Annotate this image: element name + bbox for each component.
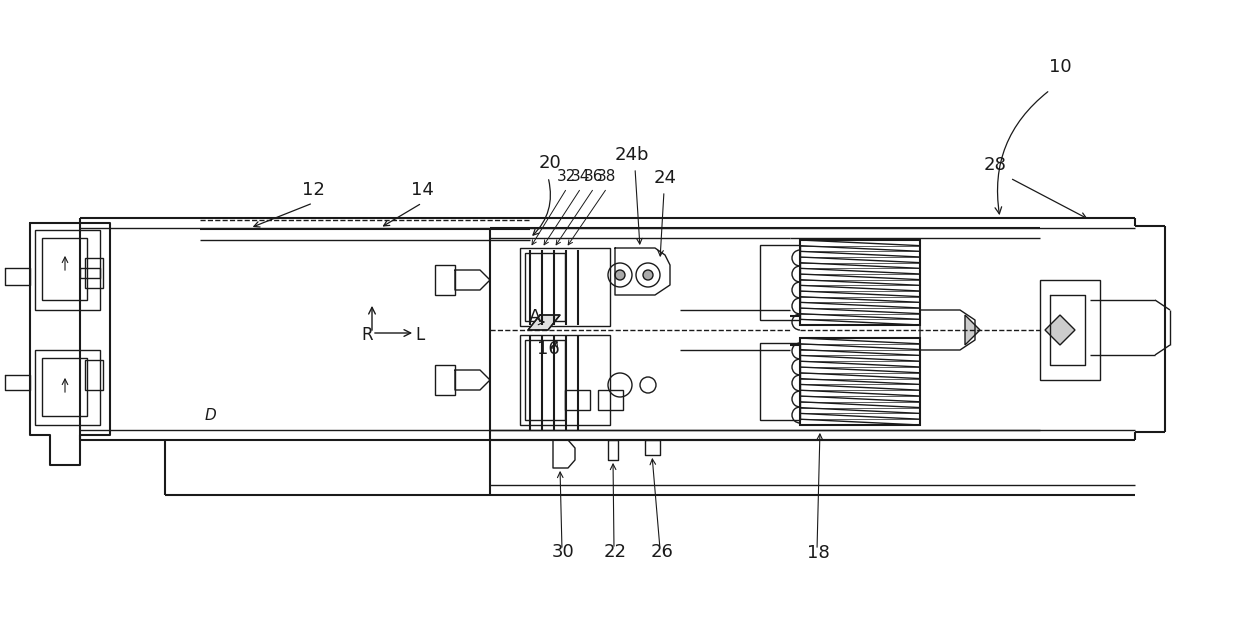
Bar — [800, 240, 920, 325]
Bar — [520, 335, 610, 425]
Text: 20: 20 — [538, 154, 562, 172]
Bar — [760, 343, 800, 420]
Circle shape — [615, 270, 625, 280]
Bar — [760, 245, 800, 320]
Text: 16: 16 — [537, 340, 559, 358]
Bar — [435, 265, 455, 295]
Text: 14: 14 — [410, 181, 434, 199]
Bar — [800, 338, 920, 425]
Bar — [86, 360, 103, 390]
Bar — [42, 238, 87, 300]
Bar — [435, 365, 455, 395]
Text: 28: 28 — [983, 156, 1007, 174]
Bar — [598, 390, 622, 410]
Circle shape — [644, 270, 653, 280]
Polygon shape — [1045, 315, 1075, 345]
Text: 30: 30 — [552, 543, 574, 561]
Text: 24b: 24b — [615, 146, 650, 164]
Text: L: L — [415, 326, 424, 344]
Text: 38: 38 — [598, 169, 616, 184]
Bar — [35, 350, 100, 425]
Text: 26: 26 — [651, 543, 673, 561]
Bar — [525, 253, 565, 321]
Bar — [565, 390, 590, 410]
Polygon shape — [965, 315, 980, 345]
Bar — [35, 230, 100, 310]
Bar — [520, 248, 610, 326]
Text: 34: 34 — [572, 169, 590, 184]
Bar — [525, 340, 565, 420]
Polygon shape — [528, 315, 560, 330]
Text: D: D — [205, 408, 216, 423]
Bar — [1040, 280, 1100, 380]
Bar — [42, 358, 87, 416]
Text: R: R — [361, 326, 373, 344]
Text: 22: 22 — [604, 543, 626, 561]
Text: 18: 18 — [807, 544, 830, 562]
Text: 10: 10 — [1049, 58, 1071, 76]
Text: A: A — [528, 308, 541, 326]
Text: 32: 32 — [557, 169, 577, 184]
Text: 36: 36 — [584, 169, 604, 184]
Text: 24: 24 — [653, 169, 677, 187]
Text: 12: 12 — [301, 181, 325, 199]
Bar — [86, 258, 103, 288]
